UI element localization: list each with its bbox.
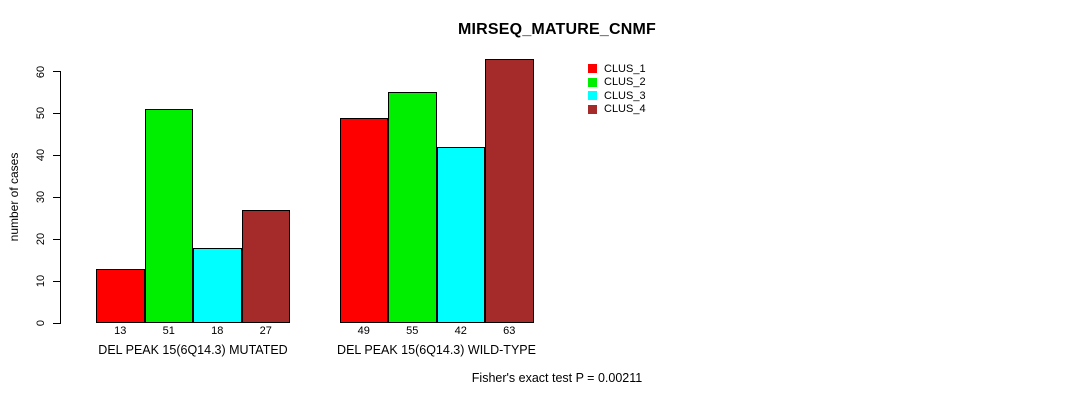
legend-swatch	[588, 64, 597, 74]
legend: CLUS_1 CLUS_2 CLUS_3 CLUS_4	[588, 62, 646, 116]
bar-value-label: 42	[454, 325, 467, 337]
legend-label: CLUS_3	[604, 89, 646, 102]
y-tick-label: 50	[35, 107, 47, 120]
bar-clus-3-group-1	[193, 247, 242, 323]
bar-clus-2-group-1	[144, 109, 193, 323]
y-tick-label: 60	[35, 65, 47, 78]
legend-label: CLUS_4	[604, 103, 646, 116]
y-tick	[53, 280, 60, 282]
y-tick	[53, 238, 60, 240]
bar-value-label: 13	[114, 325, 127, 337]
y-tick-label: 30	[35, 191, 47, 204]
y-tick	[53, 112, 60, 114]
chart-title: MIRSEQ_MATURE_CNMF	[458, 21, 656, 38]
y-tick	[53, 154, 60, 156]
legend-swatch	[588, 91, 597, 101]
bar-clus-2-group-2	[388, 92, 437, 323]
x-group-label: DEL PEAK 15(6Q14.3) WILD-TYPE	[337, 343, 536, 357]
legend-item-clus-2: CLUS_2	[588, 76, 646, 90]
y-axis-title: number of cases	[7, 152, 21, 242]
legend-item-clus-3: CLUS_3	[588, 89, 646, 103]
legend-label: CLUS_1	[604, 62, 646, 75]
y-tick	[53, 71, 60, 72]
y-tick	[53, 322, 60, 324]
bar-value-label: 51	[162, 325, 175, 337]
legend-item-clus-4: CLUS_4	[588, 103, 646, 117]
x-group-label: DEL PEAK 15(6Q14.3) MUTATED	[98, 343, 288, 357]
bar-value-label: 18	[211, 325, 224, 337]
legend-label: CLUS_2	[604, 76, 646, 89]
bar-value-label: 49	[357, 325, 370, 337]
legend-swatch	[588, 77, 597, 87]
y-tick-label: 40	[35, 149, 47, 162]
bar-clus-3-group-2	[436, 146, 485, 323]
bar-clus-4-group-1	[241, 209, 290, 323]
y-tick	[53, 196, 60, 198]
bar-value-label: 27	[259, 325, 272, 337]
fisher-test-annotation: Fisher's exact test P = 0.00211	[471, 371, 643, 385]
y-tick-label: 10	[35, 274, 47, 288]
legend-swatch	[588, 104, 597, 114]
y-axis-line	[60, 71, 61, 324]
bar-clus-1-group-2	[339, 117, 388, 323]
y-tick-label: 20	[35, 233, 47, 246]
y-tick-label: 0	[35, 319, 47, 327]
bar-value-label: 55	[406, 325, 419, 337]
bar-clus-1-group-1	[96, 268, 145, 323]
bar-value-label: 63	[503, 325, 516, 337]
bar-clus-4-group-2	[485, 58, 534, 323]
legend-item-clus-1: CLUS_1	[588, 62, 646, 76]
